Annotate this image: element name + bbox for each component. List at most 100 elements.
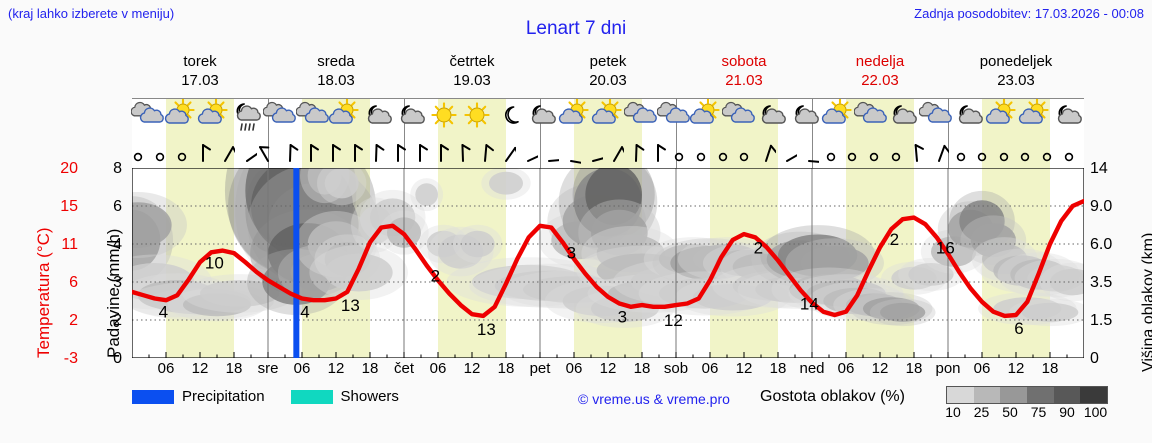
cloud-density-step <box>1080 387 1108 403</box>
x-axis-label: sre <box>257 360 279 377</box>
tick-label: 14 <box>1090 160 1108 177</box>
wind-barb-icon <box>604 140 638 168</box>
x-axis-label: 18 <box>905 360 923 377</box>
wind-calm-icon <box>1037 140 1071 168</box>
x-axis-label: pon <box>935 360 961 377</box>
wind-barb-icon <box>777 140 811 168</box>
day-separator <box>540 140 541 168</box>
wind-barb-strip <box>132 140 1084 169</box>
day-date: 19.03 <box>453 72 491 89</box>
copyright-link[interactable]: © vreme.us & vreme.pro <box>578 391 730 407</box>
x-axis-label: 18 <box>769 360 787 377</box>
day-name: nedelja <box>855 53 905 70</box>
x-axis-label: čet <box>393 360 414 377</box>
temperature-value-label: 4 <box>300 303 309 322</box>
wind-barb-icon <box>756 140 790 168</box>
wind-barb-icon <box>345 140 379 168</box>
partly-sunny-icon <box>558 99 592 141</box>
night-cloudy-icon <box>361 99 395 141</box>
night-rain-icon <box>230 99 264 141</box>
day-header-sreda: sreda 18.03 <box>268 52 404 91</box>
wind-calm-icon <box>172 140 206 168</box>
daylight-band <box>846 140 914 168</box>
tick-label: 6 <box>69 274 78 291</box>
tick-label: 0 <box>1090 350 1099 367</box>
wind-calm-icon <box>150 140 184 168</box>
wind-barb-icon <box>323 140 357 168</box>
partly-sunny-icon <box>591 99 625 141</box>
tick-label: 1.5 <box>1090 312 1113 329</box>
wind-calm-icon <box>128 140 162 168</box>
tick-label: 20 <box>60 160 78 177</box>
day-name: sreda <box>317 53 355 70</box>
night-cloudy-icon <box>952 99 986 141</box>
x-axis-label: 18 <box>497 360 515 377</box>
tick-label: 2 <box>113 312 122 329</box>
weather-icon-strip <box>131 98 1084 142</box>
cloud-density-tick-label: 25 <box>973 404 990 420</box>
night-cloudy-icon <box>755 99 789 141</box>
night-cloudy-icon <box>788 99 822 141</box>
temperature-value-label: 13 <box>477 320 496 339</box>
day-separator <box>812 140 813 168</box>
sunny-icon <box>460 99 494 141</box>
tick-label: 8 <box>113 160 122 177</box>
cloudy-icon <box>919 99 953 141</box>
cloud-density-tick-label: 10 <box>945 404 961 420</box>
wind-barb-icon <box>626 140 660 168</box>
wind-barb-icon <box>280 140 314 168</box>
x-axis-label: 12 <box>871 360 889 377</box>
wind-barb-icon <box>518 140 552 168</box>
day-date: 22.03 <box>861 72 899 89</box>
tick-label: 9.0 <box>1090 198 1113 215</box>
day-date: 17.03 <box>181 72 219 89</box>
temperature-value-label: 3 <box>567 243 576 262</box>
precipitation-swatch <box>132 389 174 404</box>
tick-label: 0 <box>113 350 122 367</box>
tick-label: -3 <box>63 350 78 367</box>
wind-barb-icon <box>561 140 595 168</box>
page-title: Lenart 7 dni <box>525 18 627 39</box>
temperature-value-label: 13 <box>341 296 360 315</box>
wind-barb-icon <box>929 140 963 168</box>
daylight-band <box>574 140 642 168</box>
cloud-density-scale-labels: 10 25 50 75 90 100 <box>938 404 1118 422</box>
cloud-density-scale <box>946 386 1108 404</box>
x-axis-label: 18 <box>633 360 651 377</box>
day-name: ponedeljek <box>979 53 1053 70</box>
daylight-band <box>982 140 1050 168</box>
night-clear-icon <box>493 99 527 141</box>
tick-label: 15 <box>60 198 78 215</box>
daylight-band <box>302 140 370 168</box>
daylight-band <box>166 140 234 168</box>
showers-legend-label: Showers <box>340 388 399 406</box>
cloud-density-step <box>1027 387 1054 403</box>
day-separator <box>268 99 269 141</box>
day-header-nedelja: nedelja 22.03 <box>812 52 948 91</box>
day-header-torek: torek 17.03 <box>132 52 268 91</box>
x-axis-label: sob <box>663 360 689 377</box>
tick-label: 11 <box>61 236 78 253</box>
wind-barb-icon <box>583 140 617 168</box>
wind-calm-icon <box>734 140 768 168</box>
wind-calm-icon <box>994 140 1028 168</box>
x-axis-label: 12 <box>1007 360 1025 377</box>
cloud-density-step <box>1053 387 1081 403</box>
day-header-sobota: sobota 21.03 <box>676 52 812 91</box>
temperature-value-label: 16 <box>936 238 955 257</box>
wind-barb-icon <box>237 140 271 168</box>
daylight-band <box>438 140 506 168</box>
day-name: sobota <box>721 53 767 70</box>
wind-calm-icon <box>713 140 747 168</box>
partly-sunny-icon <box>985 99 1019 141</box>
day-date: 21.03 <box>725 72 763 89</box>
x-axis-label: 06 <box>565 360 583 377</box>
night-cloudy-icon <box>886 99 920 141</box>
partly-sunny-icon <box>1018 99 1052 141</box>
x-axis-label: 06 <box>293 360 311 377</box>
cloud-density-tick-label: 75 <box>1030 404 1047 420</box>
night-cloudy-icon <box>394 99 428 141</box>
day-date: 23.03 <box>997 72 1035 89</box>
wind-calm-icon <box>1015 140 1049 168</box>
temperature-value-label: 2 <box>431 266 440 285</box>
